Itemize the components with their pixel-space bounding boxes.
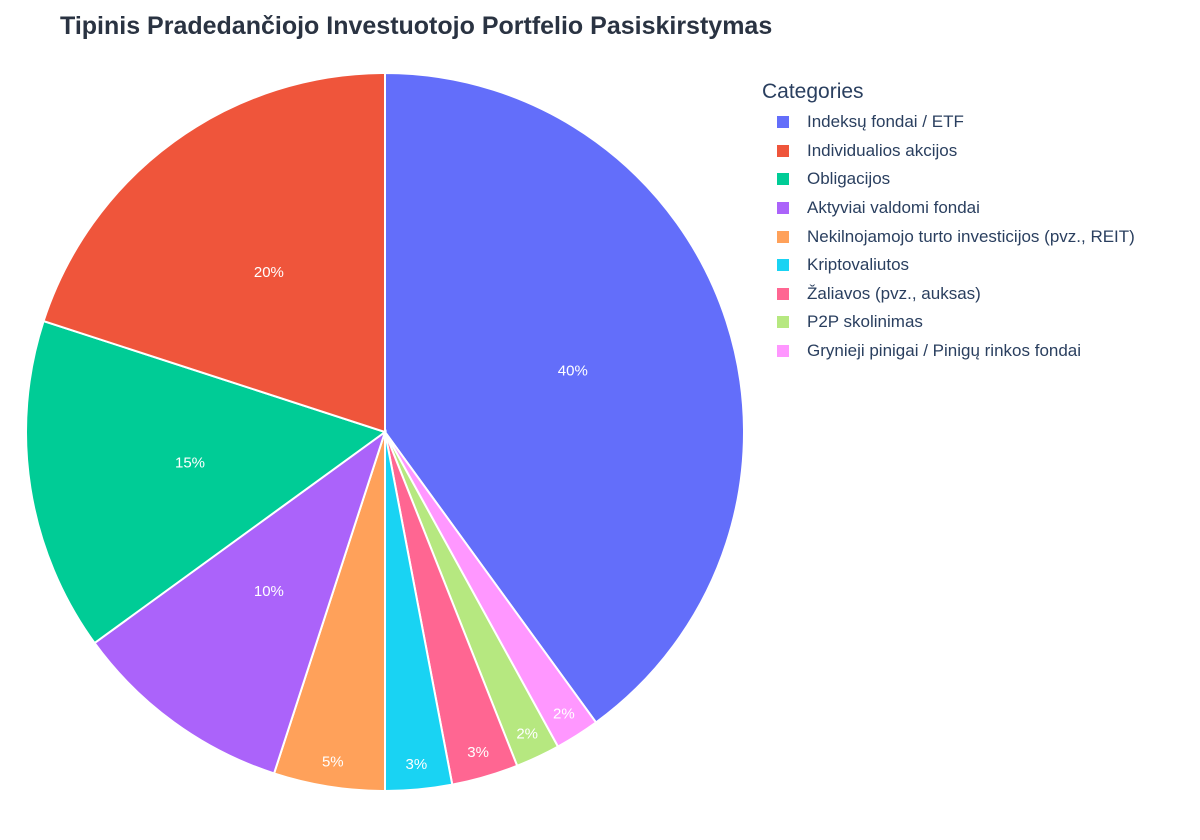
slice-label-obligacijos: 15% xyxy=(175,454,205,471)
legend-item-kriptovaliutos[interactable]: Kriptovaliutos xyxy=(762,251,1135,280)
slice-label-kriptovaliutos: 3% xyxy=(406,756,428,773)
legend-label: Aktyviai valdomi fondai xyxy=(807,198,980,218)
legend-items: Indeksų fondai / ETF Individualios akcijo… xyxy=(762,108,1135,365)
legend-item-obligacijos[interactable]: Obligacijos xyxy=(762,165,1135,194)
slice-label-p2p-skolinimas: 2% xyxy=(516,726,538,743)
pie-slice-indeksu-fondai-etf xyxy=(384,71,745,724)
legend-item-individualios-akcijos[interactable]: Individualios akcijos xyxy=(762,137,1135,166)
legend-swatch xyxy=(777,116,789,129)
legend-swatch xyxy=(777,202,789,215)
legend-swatch xyxy=(777,316,789,329)
legend: Categories Indeksų fondai / ETF Individua… xyxy=(762,80,1135,365)
legend-item-indeksu-fondai-etf[interactable]: Indeksų fondai / ETF xyxy=(762,108,1135,137)
legend-label: Nekilnojamojo turto investicijos (pvz., … xyxy=(807,226,1135,246)
legend-label: Individualios akcijos xyxy=(807,140,958,160)
pie-slice-obligacijos xyxy=(25,319,388,645)
legend-title: Categories xyxy=(762,80,864,103)
legend-swatch xyxy=(777,287,789,300)
legend-swatch xyxy=(777,144,789,157)
legend-swatch xyxy=(777,259,789,272)
legend-swatch xyxy=(777,173,789,186)
slice-label-grynieji-pinigai-pinigu-rinkos-fondai: 2% xyxy=(553,705,575,722)
legend-label: Žaliavos (pvz., auksas) xyxy=(807,283,981,303)
legend-label: P2P skolinimas xyxy=(807,312,923,332)
slice-label-aktyviai-valdomi-fondai: 10% xyxy=(254,583,284,600)
legend-item-aktyviai-valdomi-fondai[interactable]: Aktyviai valdomi fondai xyxy=(762,194,1135,223)
slice-label-nekilnojamojo-turto-investicijos-pvz-reit: 5% xyxy=(322,753,344,770)
pie-slice-aktyviai-valdomi-fondai xyxy=(93,429,387,775)
legend-item-nekilnojamojo-turto-investicijos-pvz-reit[interactable]: Nekilnojamojo turto investicijos (pvz., … xyxy=(762,222,1135,251)
legend-label: Indeksų fondai / ETF xyxy=(807,112,964,132)
legend-item-p2p-skolinimas[interactable]: P2P skolinimas xyxy=(762,308,1135,337)
legend-swatch xyxy=(777,345,789,358)
pie-slice-individualios-akcijos xyxy=(42,71,386,434)
slice-label-indeksu-fondai-etf: 40% xyxy=(558,363,588,380)
slice-label-zaliavos-pvz-auksas: 3% xyxy=(467,744,489,761)
legend-label: Grynieji pinigai / Pinigų rinkos fondai xyxy=(807,341,1082,361)
chart-title: Tipinis Pradedančiojo Investuotojo Portf… xyxy=(60,12,773,40)
slice-label-individualios-akcijos: 20% xyxy=(254,264,284,281)
legend-item-grynieji-pinigai-pinigu-rinkos-fondai[interactable]: Grynieji pinigai / Pinigų rinkos fondai xyxy=(762,337,1135,366)
legend-label: Obligacijos xyxy=(807,169,891,189)
legend-swatch xyxy=(777,230,789,243)
legend-item-zaliavos-pvz-auksas[interactable]: Žaliavos (pvz., auksas) xyxy=(762,280,1135,309)
legend-label: Kriptovaliutos xyxy=(807,255,910,275)
